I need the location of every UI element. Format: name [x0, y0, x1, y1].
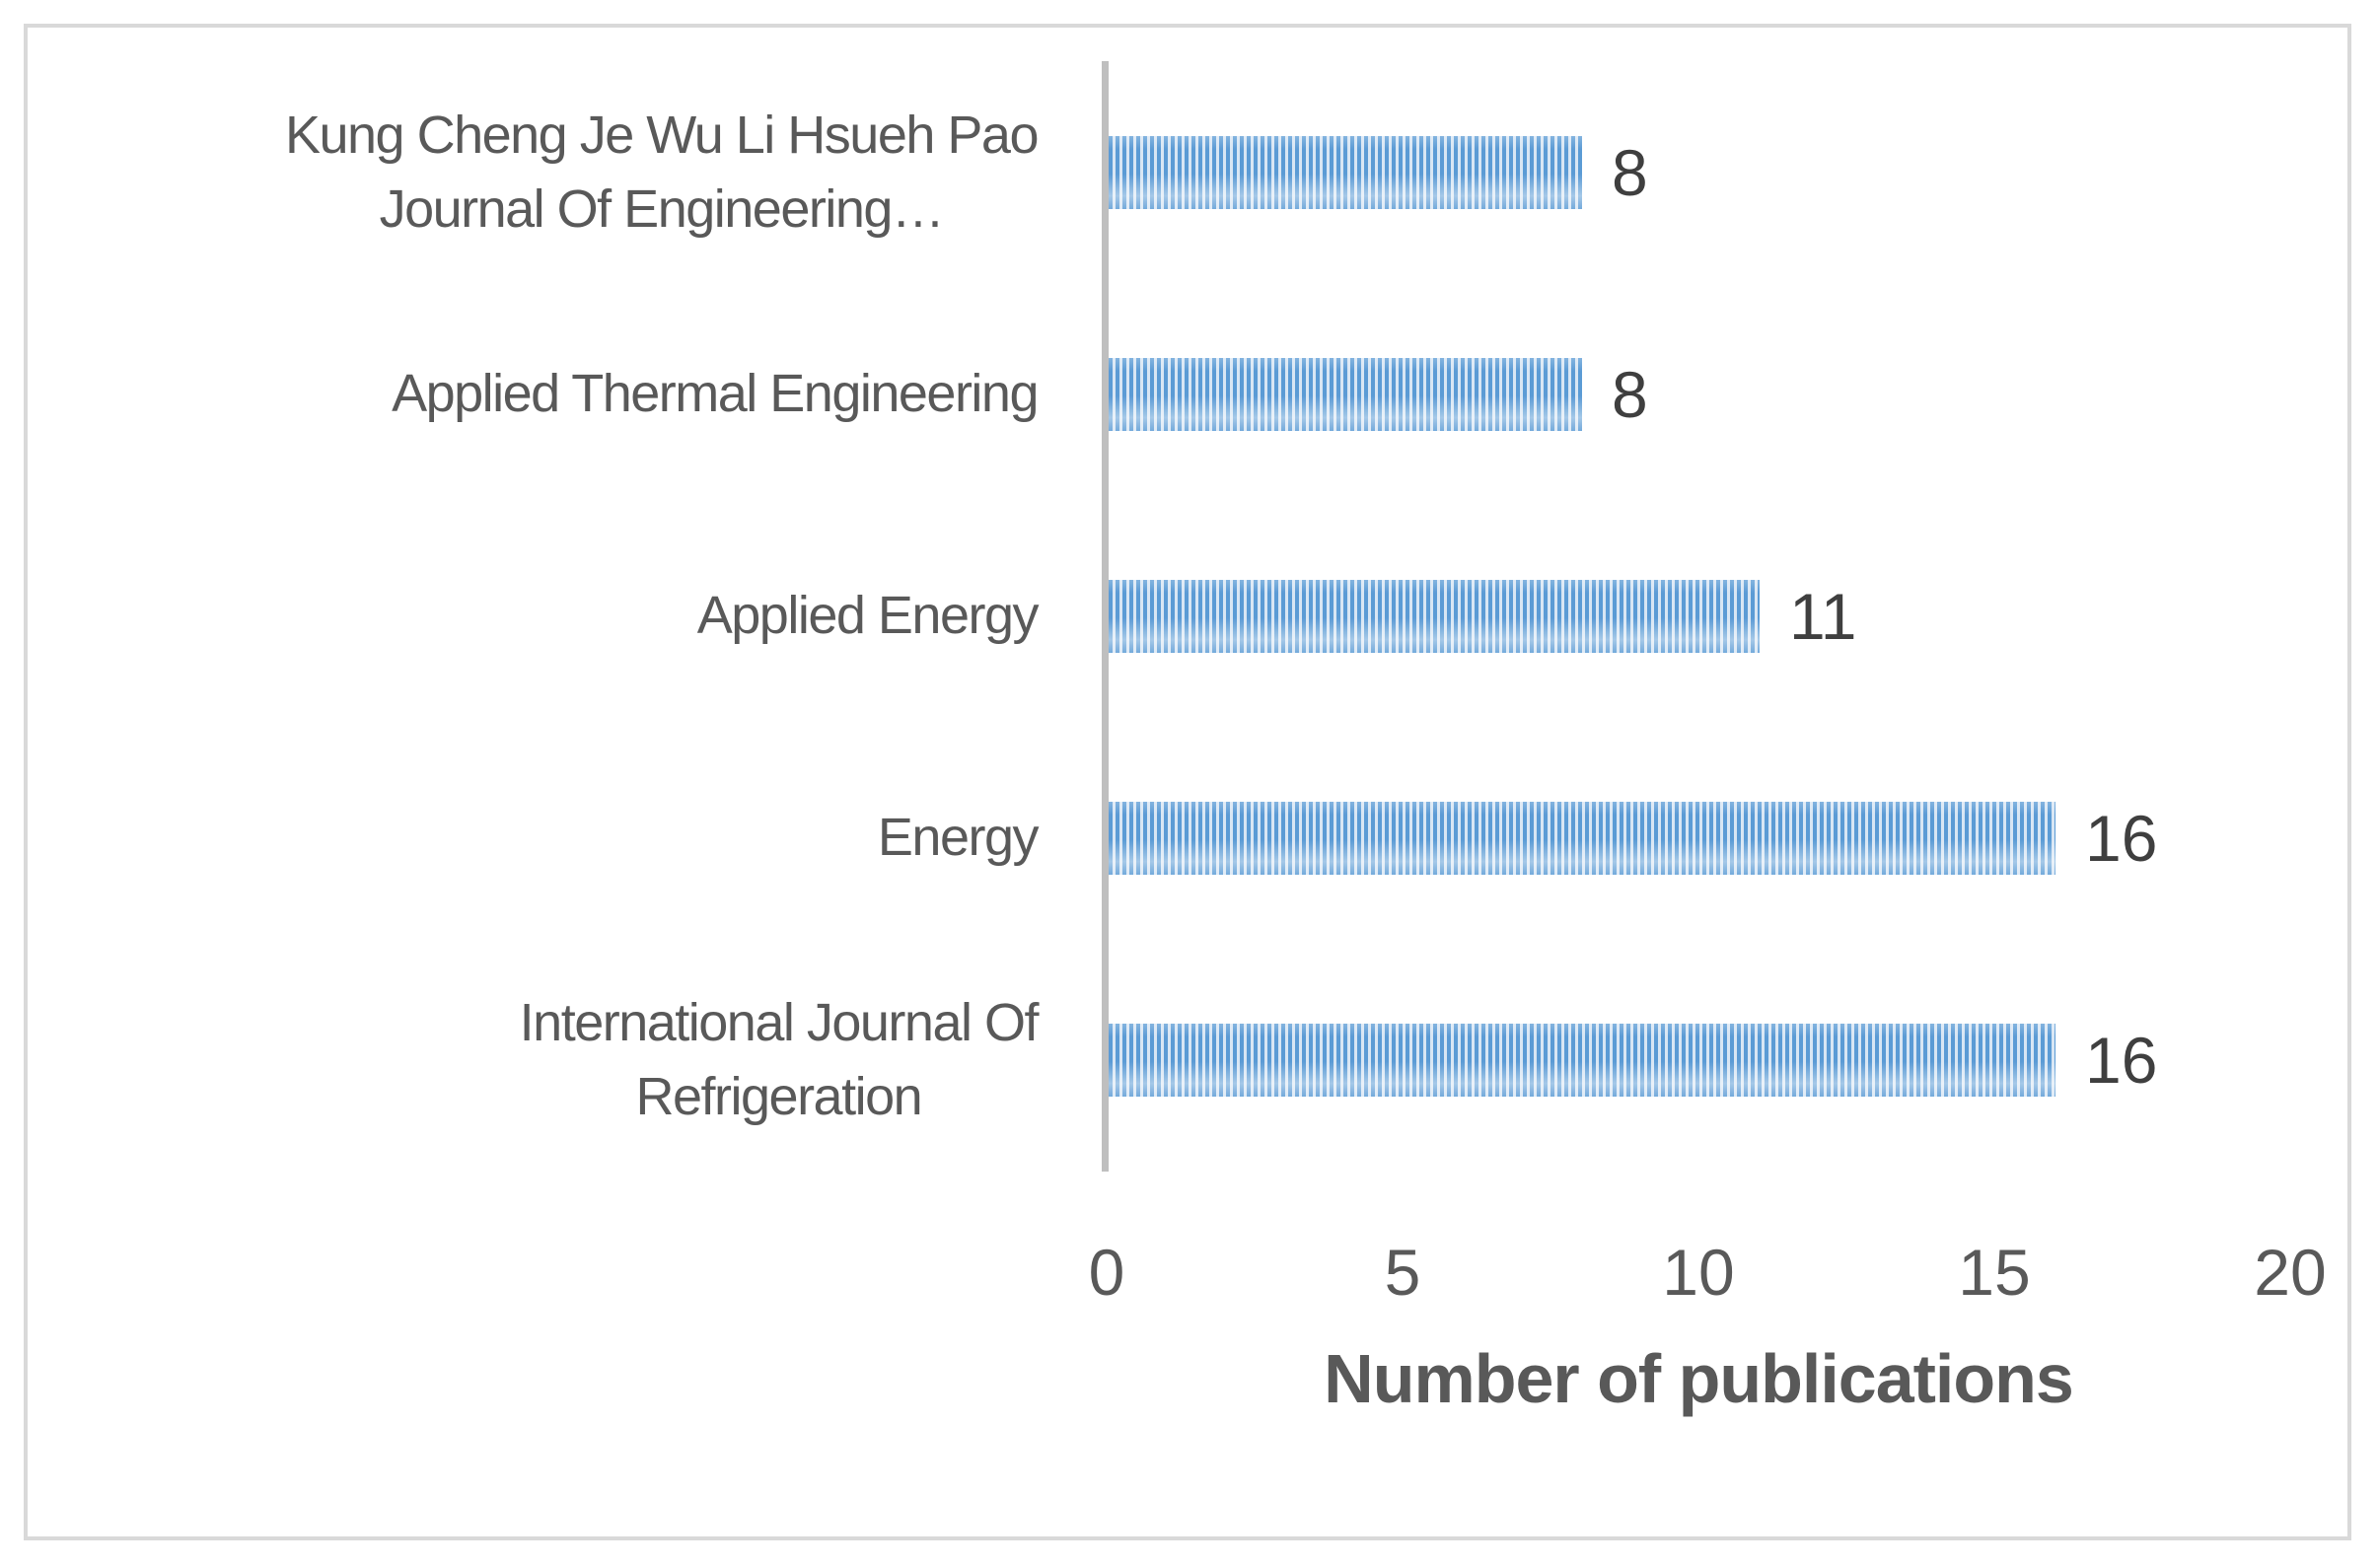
chart-row: Applied Energy 11 — [0, 505, 2379, 727]
chart-row: International Journal Of Refrigeration 16 — [0, 949, 2379, 1171]
category-axis-line — [1102, 61, 1109, 1172]
value-label: 8 — [1612, 135, 1648, 209]
x-axis-ticks: 0 5 10 15 20 — [0, 1235, 2379, 1323]
category-label: Kung Cheng Je Wu Li Hsueh Pao Journal Of… — [284, 105, 1040, 239]
chart-row: Applied Thermal Engineering 8 — [0, 283, 2379, 505]
chart-row: Energy 16 — [0, 727, 2379, 949]
x-tick-label: 10 — [1662, 1236, 1735, 1309]
x-tick-label: 20 — [2254, 1236, 2327, 1309]
bar — [1109, 136, 1582, 209]
bar — [1109, 1024, 2055, 1097]
chart-row: Kung Cheng Je Wu Li Hsueh Pao Journal Of… — [0, 61, 2379, 283]
bar — [1109, 580, 1760, 653]
x-tick-label: 0 — [1088, 1236, 1125, 1309]
value-label: 16 — [2085, 1023, 2158, 1097]
value-label: 8 — [1612, 357, 1648, 431]
category-label: International Journal Of Refrigeration — [519, 992, 1040, 1126]
category-label: Applied Thermal Engineering — [392, 364, 1039, 424]
bar — [1109, 358, 1582, 431]
x-tick-label: 15 — [1958, 1236, 2031, 1309]
category-label: Applied Energy — [696, 586, 1040, 646]
x-axis-title: Number of publications — [1324, 1340, 2074, 1417]
value-label: 11 — [1789, 579, 1857, 653]
value-label: 16 — [2085, 801, 2158, 875]
bar — [1109, 802, 2055, 875]
x-tick-label: 5 — [1384, 1236, 1421, 1309]
chart-frame — [24, 24, 2351, 1540]
category-label: Energy — [877, 808, 1040, 868]
